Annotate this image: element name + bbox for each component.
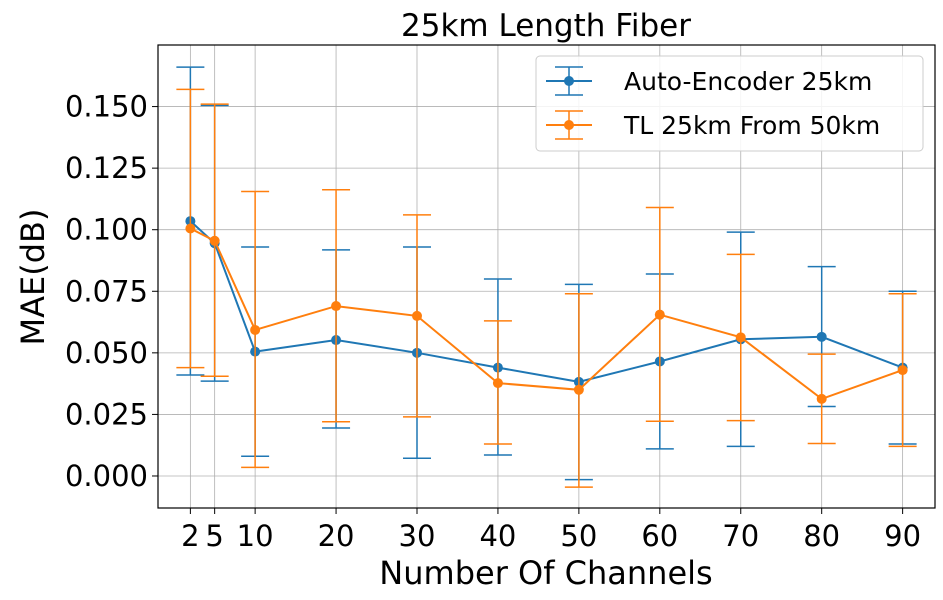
legend-marker (564, 120, 574, 130)
x-tick-label: 2 (181, 519, 199, 553)
legend-entry: Auto-Encoder 25km (546, 66, 872, 96)
y-tick-label: 0.125 (65, 151, 148, 185)
x-tick-label: 20 (318, 519, 355, 553)
legend: Auto-Encoder 25km TL 25km From 50km (535, 55, 924, 152)
data-point (412, 310, 422, 321)
y-axis-title: MAE(dB) (14, 209, 52, 346)
y-tick-label: 0.075 (65, 274, 148, 308)
x-tick-label: 5 (205, 519, 223, 553)
legend-label: Auto-Encoder 25km (624, 67, 872, 96)
x-tick-label: 40 (479, 519, 516, 553)
series-group (176, 88, 917, 488)
series-line (189, 220, 903, 383)
data-point (331, 301, 342, 312)
legend-label: TL 25km From 50km (623, 111, 880, 140)
y-tick-label: 0.050 (65, 336, 148, 370)
x-tick-label: 30 (399, 519, 436, 553)
plot-frame (157, 44, 936, 509)
y-tick-label: 0.150 (65, 90, 148, 124)
x-tick-label: 80 (803, 519, 840, 553)
data-point (250, 324, 261, 335)
series-line (189, 227, 903, 401)
data-point (492, 378, 503, 389)
series-layer (176, 66, 917, 488)
data-point (209, 235, 220, 246)
data-point (897, 365, 908, 376)
x-axis-title: Number Of Channels (379, 554, 712, 592)
x-tick-label: 70 (722, 519, 759, 553)
data-point (573, 384, 584, 395)
data-point (185, 223, 196, 234)
y-tick-label: 0.000 (65, 459, 148, 493)
y-tick-label: 0.025 (65, 397, 148, 431)
legend-box (535, 55, 924, 152)
x-tick-label: 60 (641, 519, 678, 553)
data-point (654, 309, 665, 320)
data-point (816, 331, 827, 342)
chart-title: 25km Length Fiber (401, 8, 691, 44)
x-tick-label: 90 (884, 519, 921, 553)
x-axis-ticks: 2 5 10 20 30 40 50 60 70 80 90 (181, 508, 921, 553)
legend-marker (564, 76, 574, 86)
legend-entry: TL 25km From 50km (546, 110, 880, 140)
y-tick-label: 0.100 (65, 213, 148, 247)
x-tick-label: 10 (237, 519, 274, 553)
y-axis-ticks: 0.000 0.025 0.050 0.075 0.100 0.125 0.150 (65, 90, 158, 493)
data-point (816, 393, 827, 404)
data-point (735, 332, 746, 343)
x-tick-label: 50 (560, 519, 597, 553)
legend-entries: Auto-Encoder 25km TL 25km From 50km (546, 66, 880, 140)
